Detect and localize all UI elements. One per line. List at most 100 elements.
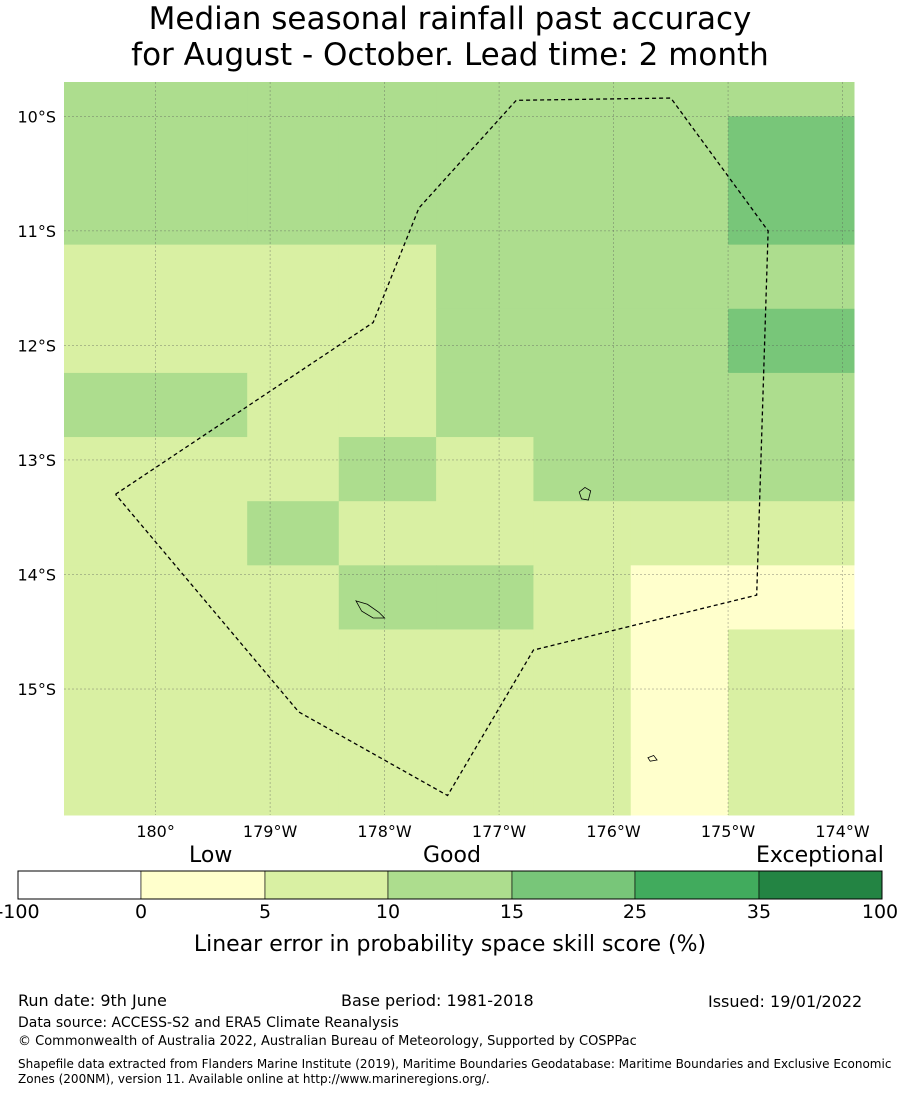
grid-cell (247, 501, 340, 566)
colorbar-segment (634, 870, 760, 900)
colorbar-title: Linear error in probability space skill … (193, 932, 707, 957)
grid-cell (436, 757, 534, 816)
colorbar-segment (17, 870, 142, 900)
issued-date: Issued: 19/01/2022 (708, 992, 863, 1011)
grid-cell (247, 629, 340, 695)
grid-cell (436, 116, 534, 181)
grid-cell (247, 693, 340, 759)
grid-cell (338, 437, 437, 502)
latitude-label: 12°S (17, 336, 56, 355)
chart-title-line2: for August - October. Lead time: 2 month (131, 37, 769, 73)
grid-cell (728, 82, 855, 117)
longitude-label: 179°W (243, 822, 298, 841)
grid-cell (728, 116, 855, 181)
tick-label: 15 (499, 901, 525, 923)
grid-cell (247, 437, 340, 502)
grid-cell (338, 629, 437, 695)
grid-cell (728, 308, 855, 374)
tick-label: 5 (258, 901, 272, 923)
grid-cell (338, 244, 437, 310)
grid-cell (436, 437, 534, 502)
copyright: © Commonwealth of Australia 2022, Austra… (18, 1034, 637, 1049)
longitude-label: 178°W (357, 822, 412, 841)
islands (355, 486, 658, 762)
grid-cell (630, 693, 729, 759)
grid-cell (247, 372, 340, 438)
grid-cell (533, 629, 632, 695)
grid-cell (436, 501, 534, 566)
grid-cell (338, 82, 437, 117)
rainfall-accuracy-map: 10°S11°S12°S13°S14°S15°S 180° 179°W 178°W 1… (17, 82, 870, 841)
grid-cell (436, 372, 534, 438)
shapefile-credit-line1: Shapefile data extracted from Flanders M… (18, 1057, 892, 1071)
colorbar (17, 870, 883, 900)
grid-cell (630, 180, 729, 246)
grid-cell (436, 180, 534, 246)
longitude-label: 176°W (586, 822, 641, 841)
grid-cell (728, 437, 855, 502)
grid-cell (630, 82, 729, 117)
grid-cell (533, 565, 632, 630)
data-source: Data source: ACCESS-S2 and ERA5 Climate … (18, 1015, 399, 1031)
tick-label: 10 (375, 901, 401, 923)
grid-cell (728, 757, 855, 816)
grid-cell (338, 180, 437, 246)
longitude-label: 175°W (701, 822, 756, 841)
grid-cell (247, 565, 340, 630)
latitude-label: 14°S (17, 565, 56, 584)
grid-cell (436, 82, 534, 117)
colorbar-segment (387, 870, 513, 900)
category-low: Low (189, 843, 233, 868)
grid-cell (728, 565, 855, 630)
longitude-label: 174°W (815, 822, 870, 841)
grid-cell (247, 308, 340, 374)
category-good: Good (423, 843, 481, 868)
latitude-label: 13°S (17, 451, 56, 470)
base-period: Base period: 1981-2018 (341, 991, 534, 1010)
colorbar-frame (17, 870, 883, 900)
grid-cell (630, 244, 729, 310)
grid-cell (338, 116, 437, 181)
tick-label: 0 (134, 901, 148, 923)
grid-cell (728, 501, 855, 566)
grid-cell (630, 116, 729, 181)
grid-cell (630, 372, 729, 438)
tick-label: -100 (0, 901, 40, 923)
category-exceptional: Exceptional (756, 843, 884, 868)
grid-cell (247, 116, 340, 181)
grid-cell (630, 565, 729, 630)
grid-cell (247, 244, 340, 310)
tick-label: 25 (622, 901, 648, 923)
island-outline (647, 754, 658, 762)
grid-cell (533, 180, 632, 246)
colorbar-segment (264, 870, 389, 900)
grid-cell (630, 629, 729, 695)
latitude-label: 15°S (17, 680, 56, 699)
chart-title-line1: Median seasonal rainfall past accuracy (148, 1, 752, 37)
grid-cell (338, 693, 437, 759)
grid-cell (338, 757, 437, 816)
grid-cell (338, 308, 437, 374)
island-outline (355, 600, 386, 619)
colorbar-segment (758, 870, 883, 900)
grid-cell (533, 372, 632, 438)
tick-label: 35 (746, 901, 772, 923)
grid-cell (533, 757, 632, 816)
grid-cell (630, 757, 729, 816)
latitude-labels: 10°S 11°S 12°S 13°S 14°S 15°S (17, 107, 56, 699)
grid-cell (533, 501, 632, 566)
run-date: Run date: 9th June (18, 991, 167, 1010)
colorbar-segment (511, 870, 636, 900)
grid-cell (630, 308, 729, 374)
grid-cell (728, 372, 855, 438)
grid-cell (436, 308, 534, 374)
skill-score-grid (64, 82, 855, 816)
grid-cell (533, 437, 632, 502)
grid-cell (436, 629, 534, 695)
eez-boundary (115, 97, 769, 797)
latitude-label: 10°S (17, 107, 56, 126)
grid-cell (728, 629, 855, 695)
colorbar-segment (140, 870, 266, 900)
longitude-labels: 180° 179°W 178°W 177°W 176°W 175°W 174°W (136, 822, 870, 841)
grid-cell (533, 244, 632, 310)
